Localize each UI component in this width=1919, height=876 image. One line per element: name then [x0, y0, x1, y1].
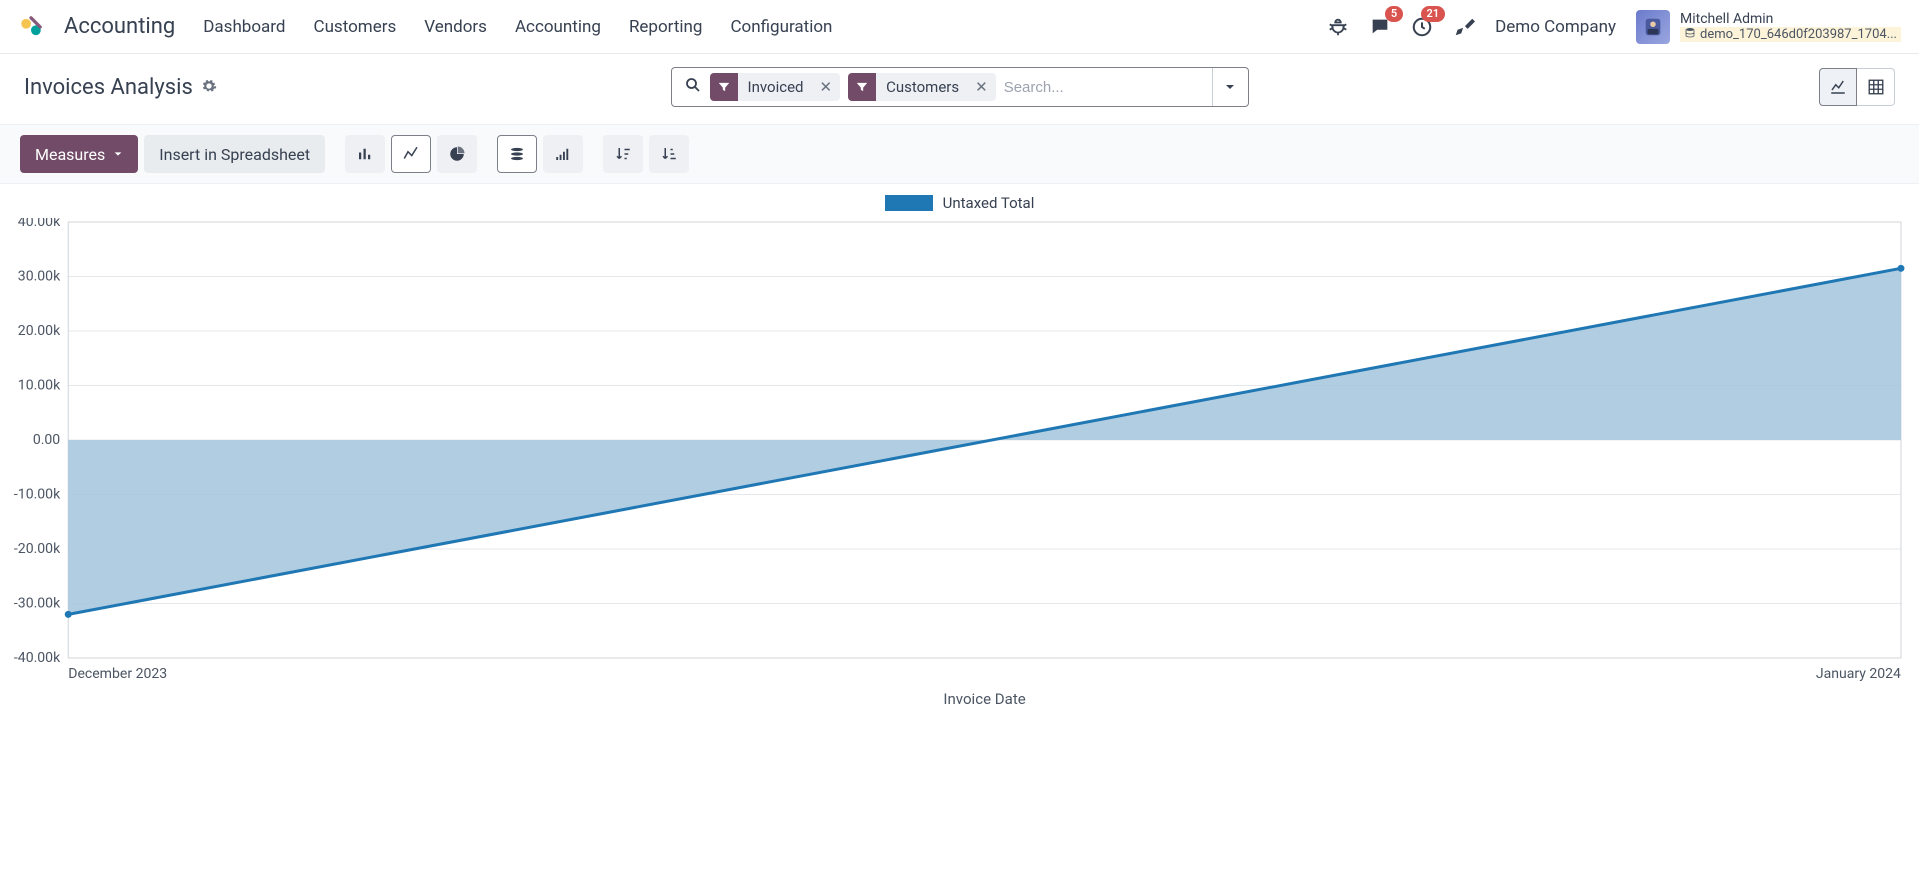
activities-icon[interactable]: 21	[1411, 16, 1433, 38]
svg-text:-30.00k: -30.00k	[14, 596, 61, 612]
svg-text:20.00k: 20.00k	[18, 323, 61, 339]
user-db: demo_170_646d0f203987_1704...	[1680, 27, 1901, 42]
nav-reporting[interactable]: Reporting	[629, 17, 703, 37]
view-pivot-button[interactable]	[1857, 68, 1895, 106]
cumulative-button[interactable]	[543, 135, 583, 173]
search-icon[interactable]	[684, 76, 702, 98]
chart-container: Untaxed Total -40.00k -30.00k -20.00k -10.0…	[0, 184, 1919, 728]
messages-badge: 5	[1385, 6, 1403, 22]
svg-text:40.00k: 40.00k	[18, 218, 61, 230]
chart-pie-button[interactable]	[437, 135, 477, 173]
svg-text:10.00k: 10.00k	[18, 378, 61, 394]
chart-legend: Untaxed Total	[6, 190, 1913, 218]
insert-spreadsheet-label: Insert in Spreadsheet	[159, 145, 310, 164]
facet-customers: Customers ✕	[848, 73, 996, 101]
avatar-icon	[1636, 10, 1670, 44]
nav-configuration[interactable]: Configuration	[730, 17, 832, 37]
user-db-text: demo_170_646d0f203987_1704...	[1700, 27, 1897, 42]
facet-remove[interactable]: ✕	[967, 78, 996, 96]
chart-svg: -40.00k -30.00k -20.00k -10.00k 0.00 10.00k 20…	[6, 218, 1913, 718]
nav-icons: 5 21 Demo Company Mitchell Admin demo_17…	[1327, 10, 1901, 44]
nav-dashboard[interactable]: Dashboard	[203, 17, 285, 37]
debug-icon[interactable]	[1327, 16, 1349, 38]
measures-button[interactable]: Measures	[20, 135, 138, 173]
facet-invoiced: Invoiced ✕	[710, 73, 841, 101]
nav-accounting[interactable]: Accounting	[515, 17, 601, 37]
facet-label: Invoiced	[738, 78, 812, 96]
nav-vendors[interactable]: Vendors	[424, 17, 487, 37]
page-title-text: Invoices Analysis	[24, 75, 193, 100]
sort-asc-button[interactable]	[649, 135, 689, 173]
svg-text:December 2023: December 2023	[68, 666, 167, 682]
svg-text:Invoice Date: Invoice Date	[943, 690, 1025, 708]
stacked-button[interactable]	[497, 135, 537, 173]
search-input[interactable]	[1004, 79, 1204, 96]
sort-desc-button[interactable]	[603, 135, 643, 173]
svg-text:0.00: 0.00	[33, 432, 60, 448]
gear-icon[interactable]	[201, 75, 217, 100]
svg-text:January 2024: January 2024	[1816, 666, 1901, 682]
activities-badge: 21	[1421, 6, 1446, 22]
app-logo-icon	[18, 14, 44, 40]
user-menu[interactable]: Mitchell Admin demo_170_646d0f203987_170…	[1636, 10, 1901, 44]
svg-text:-40.00k: -40.00k	[14, 650, 61, 666]
facet-remove[interactable]: ✕	[812, 78, 841, 96]
messages-icon[interactable]: 5	[1369, 16, 1391, 38]
nav-links: Dashboard Customers Vendors Accounting R…	[203, 17, 832, 37]
filter-icon	[710, 73, 738, 101]
legend-swatch	[885, 195, 933, 211]
chart-bar-button[interactable]	[345, 135, 385, 173]
facet-label: Customers	[876, 78, 967, 96]
search-panel: Invoiced ✕ Customers ✕	[671, 67, 1249, 107]
control-row: Invoices Analysis Invoiced ✕ Customers	[0, 54, 1919, 124]
database-icon	[1684, 27, 1696, 42]
chart-line-button[interactable]	[391, 135, 431, 173]
graph-toolbar: Measures Insert in Spreadsheet	[0, 124, 1919, 184]
nav-customers[interactable]: Customers	[314, 17, 397, 37]
svg-text:-10.00k: -10.00k	[14, 487, 61, 503]
page-title: Invoices Analysis	[24, 75, 217, 100]
view-graph-button[interactable]	[1819, 68, 1857, 106]
company-switcher[interactable]: Demo Company	[1495, 17, 1616, 37]
insert-spreadsheet-button[interactable]: Insert in Spreadsheet	[144, 135, 325, 173]
measures-label: Measures	[35, 145, 105, 164]
user-name: Mitchell Admin	[1680, 11, 1901, 27]
search-options-toggle[interactable]	[1212, 68, 1248, 106]
svg-text:30.00k: 30.00k	[18, 269, 61, 285]
filter-icon	[848, 73, 876, 101]
legend-label: Untaxed Total	[943, 194, 1035, 212]
top-nav: Accounting Dashboard Customers Vendors A…	[0, 0, 1919, 54]
app-title[interactable]: Accounting	[64, 14, 175, 39]
tools-icon[interactable]	[1453, 16, 1475, 38]
view-switcher	[1819, 68, 1895, 106]
svg-text:-20.00k: -20.00k	[14, 541, 61, 557]
